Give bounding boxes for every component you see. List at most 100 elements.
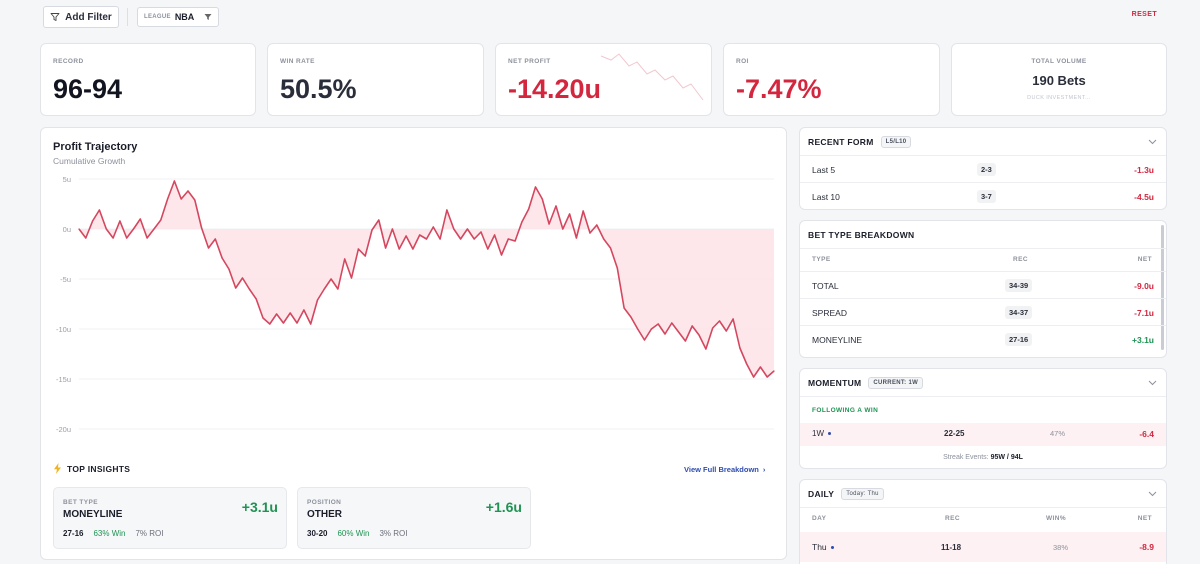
data-point	[289, 312, 291, 314]
daily-header[interactable]: DAILY Today: Thu	[808, 480, 884, 508]
row-net: +3.1u	[1132, 335, 1154, 345]
y-tick-label: 5u	[63, 175, 71, 184]
net-profit-sparkline	[600, 53, 704, 101]
data-point	[616, 267, 618, 269]
data-point	[412, 248, 414, 250]
total-volume-subtitle: DUCK INVESTMENT...	[1027, 95, 1091, 101]
data-point	[391, 228, 393, 230]
data-point	[630, 316, 632, 318]
insight-record: 30-20	[307, 529, 328, 538]
streak-label: 1W	[812, 429, 831, 438]
data-point	[78, 228, 80, 230]
win-rate-card: WIN RATE 50.5%	[267, 43, 484, 116]
daily-panel: DAILY Today: Thu DAY REC WIN% NET Thu 11…	[799, 479, 1167, 564]
insight-record: 27-16	[63, 529, 84, 538]
insight-card-bet-type[interactable]: BET TYPE MONEYLINE +3.1u 27-16 63% Win 7…	[53, 487, 287, 549]
data-point	[262, 317, 264, 319]
row-net: -9.0u	[1134, 281, 1154, 291]
daily-pct: 38%	[1053, 543, 1069, 552]
data-point	[201, 227, 203, 229]
data-point	[480, 231, 482, 233]
roi-value: -7.47%	[736, 74, 822, 104]
add-filter-button[interactable]: Add Filter	[43, 6, 119, 28]
view-full-breakdown-link[interactable]: View Full Breakdown ›	[684, 465, 765, 474]
data-point	[255, 298, 257, 300]
data-point	[323, 288, 325, 290]
scrollbar[interactable]	[1161, 225, 1164, 350]
data-point	[439, 238, 441, 240]
data-point	[582, 210, 584, 212]
row-net: -7.1u	[1134, 308, 1154, 318]
chevron-down-icon[interactable]	[1148, 138, 1157, 145]
data-point	[364, 255, 366, 257]
row-label: SPREAD	[812, 308, 847, 318]
record-value: 96-94	[53, 74, 123, 104]
data-point	[759, 366, 762, 368]
data-point	[126, 237, 128, 239]
lightning-icon	[54, 463, 61, 474]
data-point	[119, 220, 121, 222]
streak-events: Streak Events: 95W / 94L	[800, 454, 1166, 461]
league-select[interactable]: LEAGUE NBA	[137, 7, 219, 27]
chevron-down-icon[interactable]	[1148, 490, 1157, 497]
data-point	[310, 323, 312, 325]
data-point	[548, 223, 550, 225]
data-point	[92, 220, 94, 222]
data-point	[173, 180, 175, 182]
data-point	[705, 348, 707, 350]
funnel-icon	[204, 14, 212, 20]
record-label: RECORD	[53, 58, 84, 65]
col-header-win: WIN%	[1046, 515, 1067, 522]
data-point	[575, 237, 578, 239]
data-point	[385, 247, 387, 249]
momentum-header[interactable]: MOMENTUM CURRENT: 1W	[808, 369, 924, 397]
bet-type-header: BET TYPE BREAKDOWN	[808, 221, 914, 249]
insight-card-position[interactable]: POSITION OTHER +1.6u 30-20 60% Win 3% RO…	[297, 487, 531, 549]
reset-button[interactable]: RESET	[1131, 11, 1157, 18]
data-point	[419, 234, 421, 236]
data-point	[357, 248, 359, 250]
insight-profit: +1.6u	[485, 499, 522, 515]
row-record: 3-7	[977, 190, 996, 203]
data-point	[378, 219, 380, 221]
data-point	[732, 318, 734, 320]
data-point	[235, 287, 237, 289]
header-divider	[800, 248, 1166, 249]
insight-roi: 3% ROI	[379, 529, 408, 538]
daily-row: Thu 11-18 38% -8.9	[800, 532, 1166, 562]
following-a-win-label: FOLLOWING A WIN	[812, 407, 879, 414]
insight-win: 60% Win	[337, 529, 370, 538]
y-tick-label: -10u	[56, 325, 71, 334]
data-point	[180, 198, 182, 200]
data-point	[337, 288, 339, 290]
col-header-rec: REC	[945, 515, 960, 522]
bet-type-breakdown-panel: BET TYPE BREAKDOWN TYPE REC NET TOTAL 34…	[799, 220, 1167, 358]
data-point	[650, 328, 653, 330]
data-point	[405, 235, 407, 237]
streak-value: 1W	[812, 429, 824, 438]
data-point	[507, 238, 509, 240]
data-point	[146, 237, 148, 239]
data-point	[112, 237, 114, 239]
data-point	[671, 322, 673, 324]
col-header-net: NET	[1137, 256, 1152, 263]
recent-form-header[interactable]: RECENT FORM L5/L10	[808, 128, 912, 156]
data-point	[637, 328, 639, 330]
data-point	[712, 327, 714, 329]
data-point	[473, 238, 475, 240]
net-profit-card: NET PROFIT -14.20u	[495, 43, 712, 116]
y-tick-label: 0u	[63, 225, 71, 234]
recent-form-row: Last 10 3-7 -4.5u	[800, 182, 1166, 209]
data-point	[766, 376, 768, 378]
data-point	[494, 234, 496, 236]
row-label: MONEYLINE	[812, 335, 863, 345]
data-point	[698, 334, 700, 336]
data-point	[167, 198, 169, 200]
total-volume-card: TOTAL VOLUME 190 Bets DUCK INVESTMENT...	[951, 43, 1167, 116]
chevron-down-icon[interactable]	[1148, 379, 1157, 386]
momentum-row: 1W 22-25 47% -6.4	[800, 423, 1166, 446]
data-point	[371, 229, 373, 231]
data-point	[589, 232, 591, 234]
bet-type-row: TOTAL 34-39 -9.0u	[800, 271, 1166, 298]
data-point	[221, 257, 223, 259]
